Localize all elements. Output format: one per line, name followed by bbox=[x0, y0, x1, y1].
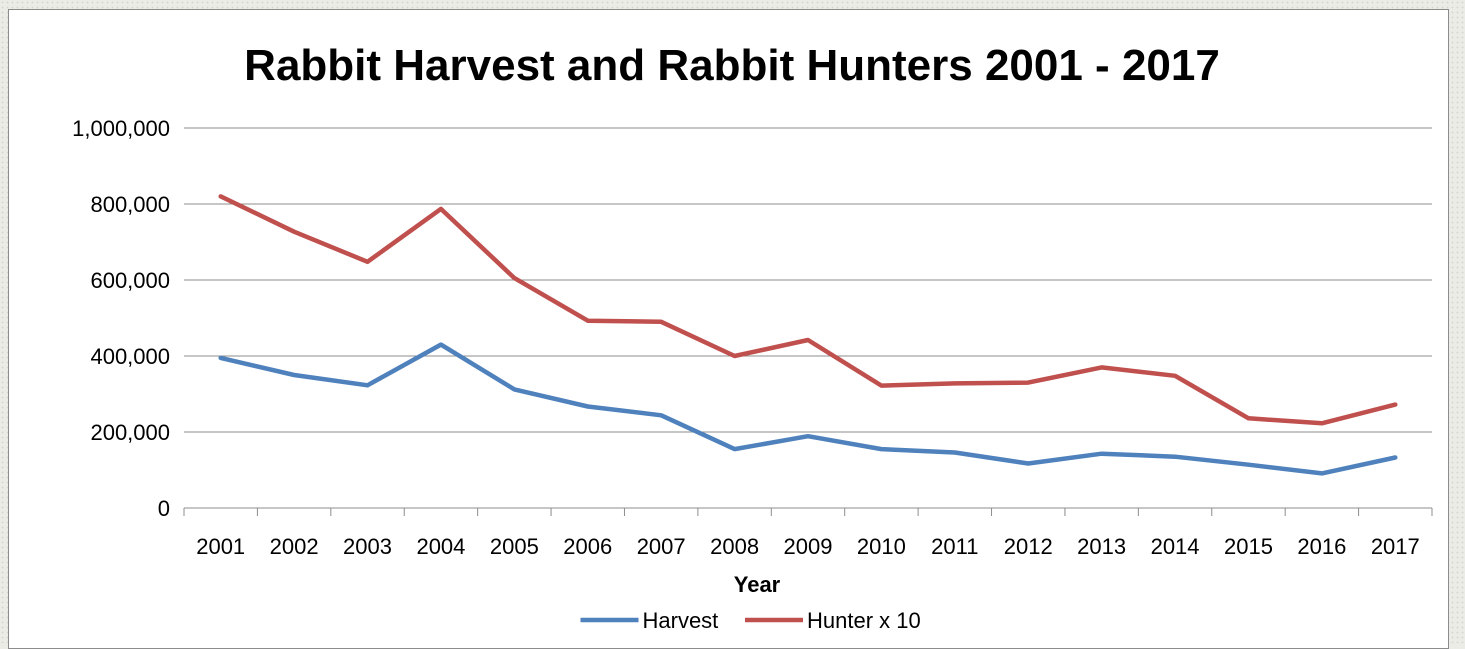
axes bbox=[183, 507, 1433, 516]
x-axis-title: Year bbox=[734, 572, 781, 597]
gridlines bbox=[184, 127, 1432, 433]
y-tick-label: 0 bbox=[158, 496, 170, 521]
y-tick-label: 600,000 bbox=[90, 268, 170, 293]
x-tick-label: 2010 bbox=[857, 534, 906, 559]
x-tick-label: 2016 bbox=[1297, 534, 1346, 559]
legend-label-harvest: Harvest bbox=[643, 608, 719, 633]
x-tick-label: 2009 bbox=[784, 534, 833, 559]
y-tick-label: 400,000 bbox=[90, 344, 170, 369]
x-tick-label: 2001 bbox=[196, 534, 245, 559]
x-tick-label: 2008 bbox=[710, 534, 759, 559]
x-tick-label: 2007 bbox=[637, 534, 686, 559]
x-tick-labels: 2001 2002 2003 2004 2005 2006 2007 2008 2009 2010… bbox=[196, 534, 1420, 559]
x-tick-label: 2002 bbox=[270, 534, 319, 559]
legend-label-hunter-x-10: Hunter x 10 bbox=[807, 608, 921, 633]
x-tick-label: 2004 bbox=[416, 534, 465, 559]
y-tick-label: 200,000 bbox=[90, 420, 170, 445]
x-tick-label: 2014 bbox=[1151, 534, 1200, 559]
x-tick-label: 2005 bbox=[490, 534, 539, 559]
x-tick-label: 2015 bbox=[1224, 534, 1273, 559]
series-lines bbox=[218, 194, 1398, 476]
x-tick-label: 2017 bbox=[1371, 534, 1420, 559]
series-line-hunter-x-10 bbox=[218, 194, 1398, 426]
chart-panel bbox=[8, 9, 1449, 649]
legend: Harvest Hunter x 10 bbox=[580, 608, 921, 633]
y-tick-label: 1,000,000 bbox=[72, 116, 170, 141]
series-line-harvest bbox=[218, 342, 1398, 476]
x-tick-label: 2011 bbox=[931, 534, 978, 559]
y-tick-label: 800,000 bbox=[90, 192, 170, 217]
x-tick-label: 2012 bbox=[1004, 534, 1053, 559]
chart-title: Rabbit Harvest and Rabbit Hunters 2001 -… bbox=[244, 41, 1220, 90]
x-tick-label: 2006 bbox=[563, 534, 612, 559]
y-tick-labels: 0 200,000 400,000 600,000 800,000 1,000,000 bbox=[72, 116, 170, 521]
x-tick-label: 2003 bbox=[343, 534, 392, 559]
x-tick-label: 2013 bbox=[1077, 534, 1126, 559]
